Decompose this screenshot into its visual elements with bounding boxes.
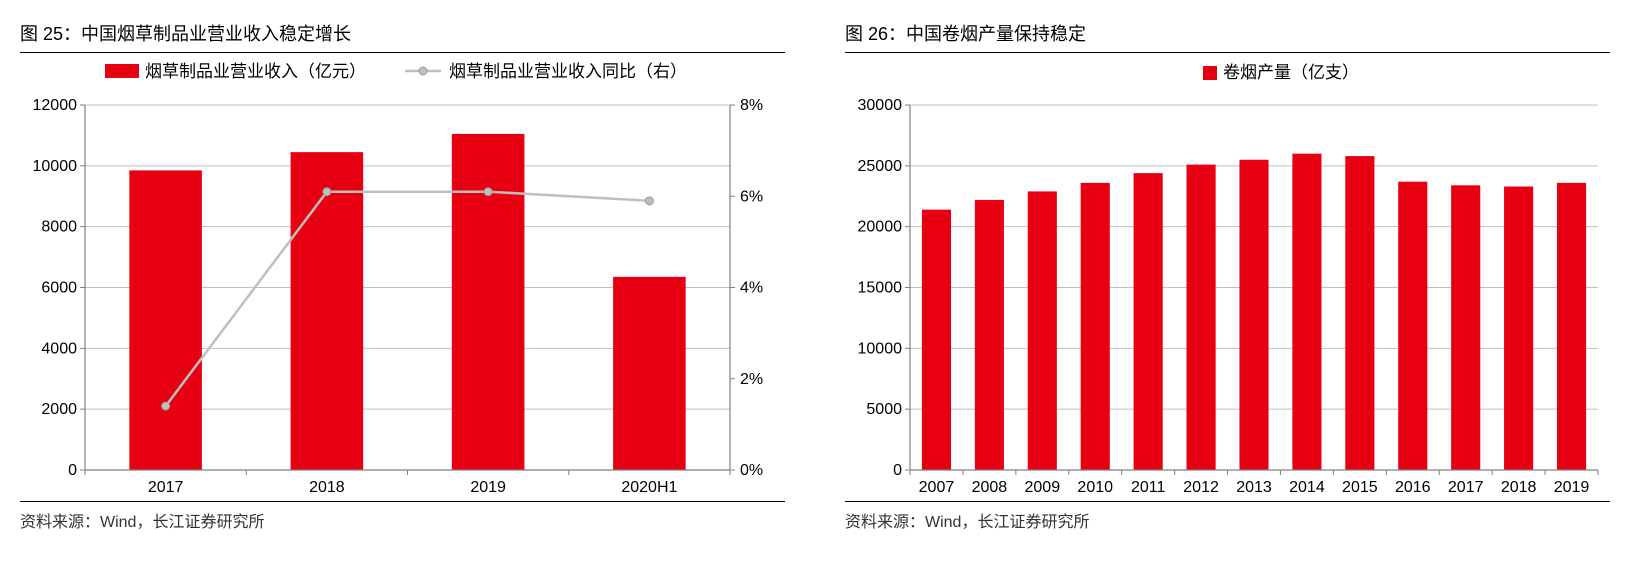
svg-text:10000: 10000: [33, 158, 78, 175]
svg-text:烟草制品业营业收入（亿元）: 烟草制品业营业收入（亿元）: [145, 62, 366, 81]
svg-text:0: 0: [68, 462, 77, 479]
svg-text:2020H1: 2020H1: [621, 479, 677, 496]
figure-26-chart: 0 5000 10000 15000 20000 25000 30000 2007 2008 20…: [845, 57, 1610, 502]
svg-text:2017: 2017: [1448, 479, 1484, 496]
svg-text:0: 0: [893, 462, 902, 479]
svg-text:2007: 2007: [919, 479, 955, 496]
figure-26-source: 资料来源：Wind，长江证券研究所: [845, 502, 1610, 532]
figure-25-title: 图 25：中国烟草制品业营业收入稳定增长: [20, 20, 785, 53]
figure-title-text: 中国烟草制品业营业收入稳定增长: [81, 24, 351, 44]
figure-number: 图 25：: [20, 24, 81, 44]
figure-25-source: 资料来源：Wind，长江证券研究所: [20, 502, 785, 532]
svg-text:2013: 2013: [1236, 479, 1272, 496]
svg-text:烟草制品业营业收入同比（右）: 烟草制品业营业收入同比（右）: [449, 62, 687, 81]
svg-text:5000: 5000: [866, 401, 902, 418]
svg-text:2017: 2017: [148, 479, 184, 496]
figure-title-text: 中国卷烟产量保持稳定: [906, 24, 1086, 44]
svg-text:8%: 8%: [740, 97, 763, 114]
svg-text:2015: 2015: [1342, 479, 1378, 496]
svg-text:2012: 2012: [1183, 479, 1219, 496]
svg-text:25000: 25000: [858, 158, 903, 175]
svg-text:4%: 4%: [740, 280, 763, 297]
figure-26-panel: 图 26：中国卷烟产量保持稳定 0 5000 10000 15000 20000 2500…: [845, 20, 1610, 532]
figure-number: 图 26：: [845, 24, 906, 44]
svg-text:2018: 2018: [309, 479, 345, 496]
svg-text:2009: 2009: [1025, 479, 1061, 496]
figure-26-title: 图 26：中国卷烟产量保持稳定: [845, 20, 1610, 53]
figure-25-chart: 0 2000 4000 6000 8000 10000 12000 0% 2% 4% 6% 8% 201…: [20, 57, 785, 502]
svg-text:30000: 30000: [858, 97, 903, 114]
svg-text:2011: 2011: [1131, 479, 1166, 496]
svg-text:2019: 2019: [1554, 479, 1590, 496]
svg-text:2008: 2008: [972, 479, 1008, 496]
svg-text:6000: 6000: [41, 280, 77, 297]
svg-text:10000: 10000: [858, 340, 903, 357]
svg-text:12000: 12000: [33, 97, 78, 114]
svg-text:2016: 2016: [1395, 479, 1431, 496]
svg-text:8000: 8000: [41, 219, 77, 236]
figure-25-panel: 图 25：中国烟草制品业营业收入稳定增长 0 2000 4000 6000 8000 10…: [20, 20, 785, 532]
svg-text:2000: 2000: [41, 401, 77, 418]
combo-chart-svg: 0 2000 4000 6000 8000 10000 12000 0% 2% 4% 6% 8% 201…: [20, 57, 785, 502]
svg-text:4000: 4000: [41, 340, 77, 357]
svg-text:6%: 6%: [740, 188, 763, 205]
svg-text:0%: 0%: [740, 462, 763, 479]
svg-text:2014: 2014: [1289, 479, 1325, 496]
bar-chart-svg: 0 5000 10000 15000 20000 25000 30000 2007 2008 20…: [845, 57, 1610, 502]
svg-text:2%: 2%: [740, 371, 763, 388]
svg-text:15000: 15000: [858, 280, 903, 297]
svg-text:2018: 2018: [1501, 479, 1537, 496]
svg-text:2010: 2010: [1077, 479, 1113, 496]
figure-pair: 图 25：中国烟草制品业营业收入稳定增长 0 2000 4000 6000 8000 10…: [20, 20, 1610, 532]
svg-text:卷烟产量（亿支）: 卷烟产量（亿支）: [1223, 63, 1359, 82]
svg-text:20000: 20000: [858, 219, 903, 236]
svg-text:2019: 2019: [470, 479, 506, 496]
